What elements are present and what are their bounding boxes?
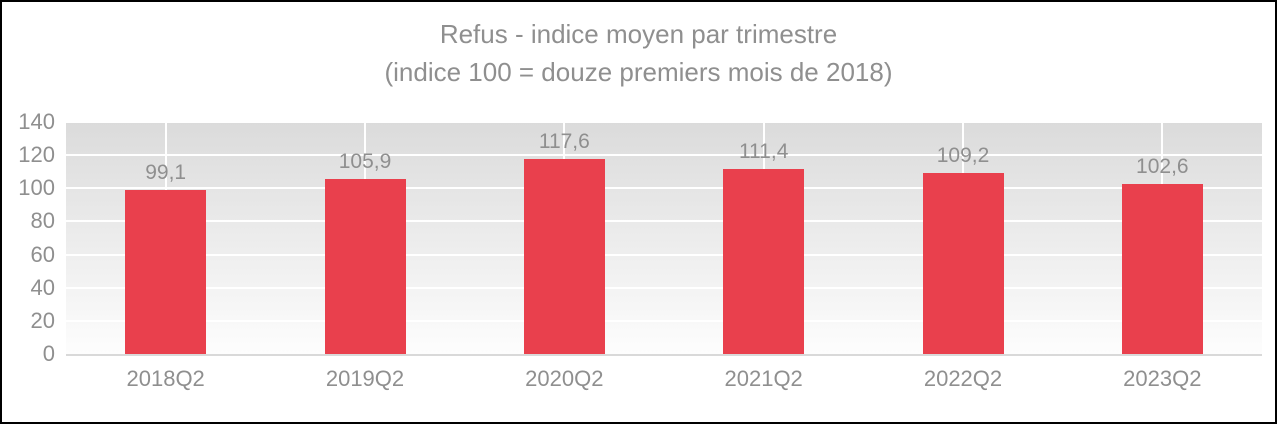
y-tick-label: 40 — [30, 274, 55, 300]
bar-value-label: 102,6 — [1136, 154, 1189, 178]
x-axis-line — [66, 354, 1262, 356]
h-gridline — [66, 220, 1262, 223]
y-tick-label: 100 — [18, 175, 55, 201]
bar-value-label: 109,2 — [936, 144, 990, 168]
x-tick-label: 2023Q2 — [1123, 366, 1202, 391]
chart-title-line1: Refus - indice moyen par trimestre — [439, 19, 838, 49]
y-tick-label: 60 — [30, 241, 55, 267]
h-gridline — [66, 187, 1262, 190]
bar-value-label: 105,9 — [338, 149, 392, 173]
x-tick-label: 2019Q2 — [325, 366, 405, 391]
h-gridline — [66, 122, 1262, 123]
y-tick-label: 120 — [18, 142, 55, 168]
bar-value-label: 111,4 — [738, 140, 789, 164]
x-tick-label: 2021Q2 — [724, 366, 803, 391]
chart-title: Refus - indice moyen par trimestre (indi… — [2, 15, 1275, 91]
bar-2022Q2 — [922, 173, 1004, 354]
y-tick-label: 80 — [30, 208, 55, 234]
x-tick-label: 2022Q2 — [923, 366, 1003, 391]
plot-area: 99,1 105,9 117,6 111,4 109,2 102,6 — [66, 122, 1262, 354]
bar-2023Q2 — [1121, 183, 1203, 354]
bar-2021Q2 — [723, 169, 805, 354]
bar-2018Q2 — [125, 189, 207, 354]
x-tick-label: 2020Q2 — [525, 366, 604, 391]
bar-value-label: 117,6 — [538, 130, 590, 154]
h-gridline — [66, 286, 1262, 289]
y-tick-label: 140 — [18, 109, 55, 134]
chart-title-line2: (indice 100 = douze premiers mois de 201… — [384, 57, 893, 87]
h-gridline — [66, 154, 1262, 157]
y-tick-label: 20 — [30, 307, 55, 333]
bar-2019Q2 — [324, 178, 406, 354]
bar-2020Q2 — [523, 159, 605, 354]
bar-value-label: 99,1 — [145, 160, 187, 184]
h-gridline — [66, 253, 1262, 256]
y-tick-label: 0 — [42, 341, 55, 366]
h-gridline — [66, 319, 1262, 322]
x-tick-label: 2018Q2 — [126, 366, 205, 391]
